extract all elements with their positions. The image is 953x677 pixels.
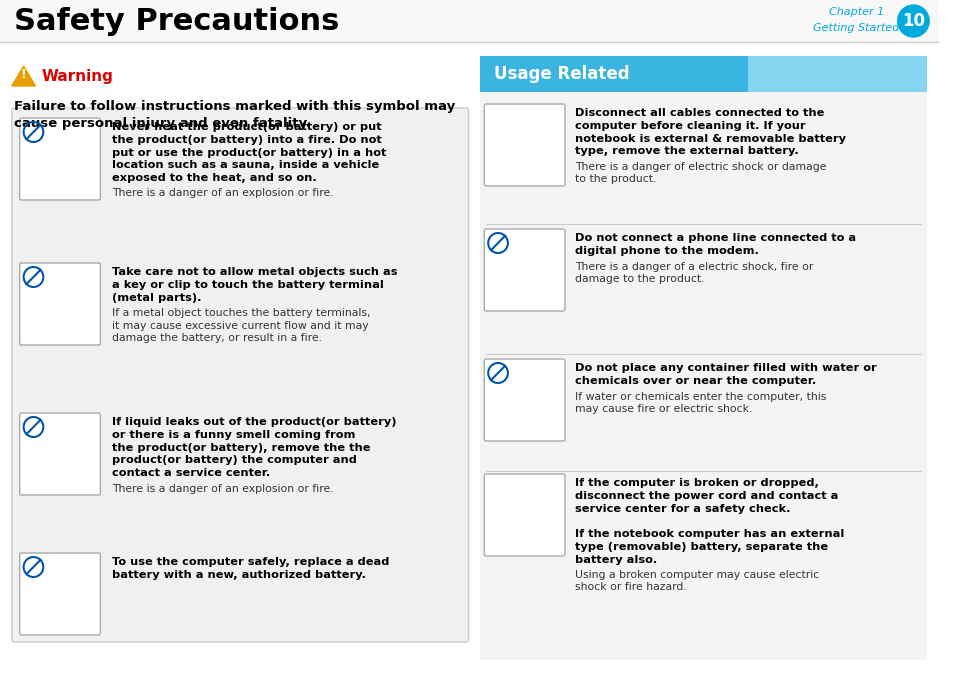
Text: Disconnect all cables connected to the
computer before cleaning it. If your
note: Disconnect all cables connected to the c… bbox=[575, 108, 845, 156]
Text: Failure to follow instructions marked with this symbol may
cause personal injury: Failure to follow instructions marked wi… bbox=[13, 100, 455, 130]
Text: If the computer is broken or dropped,
disconnect the power cord and contact a
se: If the computer is broken or dropped, di… bbox=[575, 478, 843, 565]
Text: There is a danger of an explosion or fire.: There is a danger of an explosion or fir… bbox=[112, 188, 334, 198]
FancyBboxPatch shape bbox=[20, 263, 100, 345]
FancyBboxPatch shape bbox=[20, 413, 100, 495]
FancyBboxPatch shape bbox=[484, 104, 564, 186]
FancyBboxPatch shape bbox=[479, 56, 926, 92]
FancyBboxPatch shape bbox=[11, 108, 468, 642]
Text: Warning: Warning bbox=[41, 68, 113, 83]
FancyBboxPatch shape bbox=[20, 553, 100, 635]
FancyBboxPatch shape bbox=[484, 474, 564, 556]
Text: Getting Started: Getting Started bbox=[812, 23, 899, 33]
Text: Using a broken computer may cause electric
shock or fire hazard.: Using a broken computer may cause electr… bbox=[575, 569, 819, 592]
Text: !: ! bbox=[21, 68, 27, 81]
Text: Do not place any container filled with water or
chemicals over or near the compu: Do not place any container filled with w… bbox=[575, 363, 876, 386]
Text: Do not connect a phone line connected to a
digital phone to the modem.: Do not connect a phone line connected to… bbox=[575, 233, 855, 256]
Text: Take care not to allow metal objects such as
a key or clip to touch the battery : Take care not to allow metal objects suc… bbox=[112, 267, 397, 303]
Text: There is a danger of a electric shock, fire or
damage to the product.: There is a danger of a electric shock, f… bbox=[575, 262, 812, 284]
FancyBboxPatch shape bbox=[484, 359, 564, 441]
Text: If a metal object touches the battery terminals,
it may cause excessive current : If a metal object touches the battery te… bbox=[112, 309, 371, 343]
Text: Usage Related: Usage Related bbox=[494, 65, 629, 83]
Text: 10: 10 bbox=[901, 12, 924, 30]
Text: Never heat the product(or battery) or put
the product(or battery) into a fire. D: Never heat the product(or battery) or pu… bbox=[112, 122, 386, 183]
Text: To use the computer safely, replace a dead
battery with a new, authorized batter: To use the computer safely, replace a de… bbox=[112, 557, 389, 580]
Polygon shape bbox=[11, 66, 35, 86]
FancyBboxPatch shape bbox=[479, 56, 926, 660]
FancyBboxPatch shape bbox=[20, 118, 100, 200]
Text: Safety Precautions: Safety Precautions bbox=[13, 7, 339, 35]
Text: There is a danger of electric shock or damage
to the product.: There is a danger of electric shock or d… bbox=[575, 162, 825, 184]
FancyBboxPatch shape bbox=[748, 56, 926, 92]
Text: Chapter 1: Chapter 1 bbox=[828, 7, 883, 17]
Text: There is a danger of an explosion or fire.: There is a danger of an explosion or fir… bbox=[112, 483, 334, 494]
FancyBboxPatch shape bbox=[0, 0, 938, 42]
FancyBboxPatch shape bbox=[484, 229, 564, 311]
Text: If water or chemicals enter the computer, this
may cause fire or electric shock.: If water or chemicals enter the computer… bbox=[575, 392, 825, 414]
Circle shape bbox=[897, 5, 928, 37]
Text: If liquid leaks out of the product(or battery)
or there is a funny smell coming : If liquid leaks out of the product(or ba… bbox=[112, 417, 396, 478]
